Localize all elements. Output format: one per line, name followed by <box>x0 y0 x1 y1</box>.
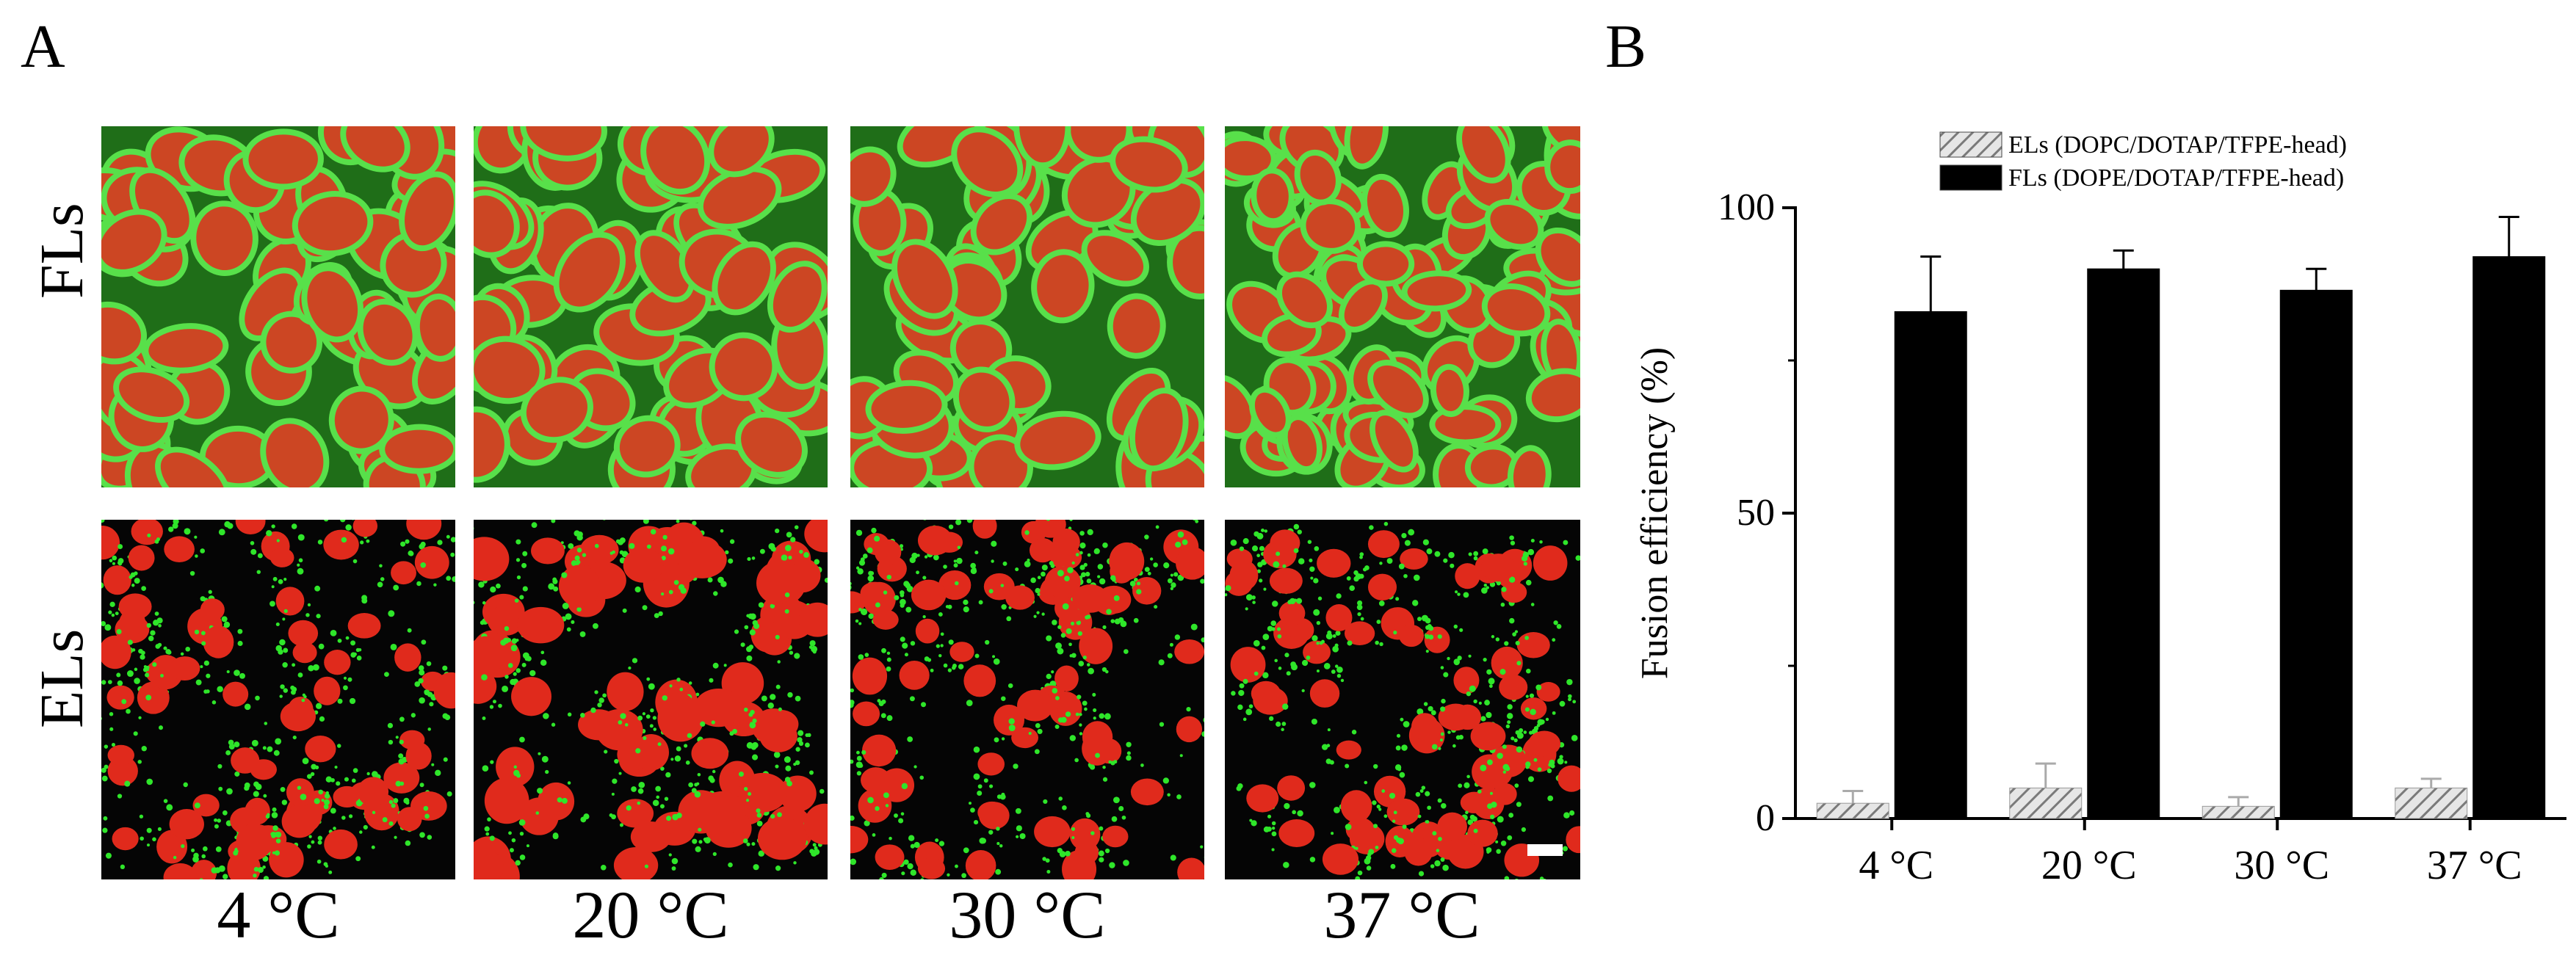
legend-swatch-els <box>1940 132 2002 157</box>
legend-label-els: ELs (DOPC/DOTAP/TFPE-head) <box>2008 131 2347 159</box>
panel-a-letter: A <box>21 16 65 78</box>
micrograph-els-4c <box>101 520 455 879</box>
bar-fls <box>2280 290 2352 819</box>
micrograph-fls-30c <box>850 126 1204 487</box>
y-tick-label: 50 <box>1737 492 1775 534</box>
micrograph-texture <box>850 520 1204 879</box>
column-label-30c: 30 °C <box>850 881 1204 948</box>
bar-els <box>2202 806 2274 819</box>
micrograph-texture <box>850 126 1204 487</box>
y-axis-label: Fusion efficiency (%) <box>1634 347 1676 679</box>
column-label-20c: 20 °C <box>474 881 828 948</box>
column-label-4c: 4 °C <box>101 881 455 948</box>
micrograph-els-37c <box>1225 520 1580 879</box>
panel-b-letter: B <box>1605 16 1646 78</box>
bar-fls <box>2088 269 2160 819</box>
micrograph-texture <box>1225 126 1580 487</box>
x-tick-label: 37 °C <box>2427 843 2522 888</box>
micrograph-texture <box>474 126 828 487</box>
y-tick-label: 100 <box>1718 186 1775 228</box>
chart-svg: ELs (DOPC/DOTAP/TFPE-head) FLs (DOPE/DOTA… <box>1616 110 2576 965</box>
legend-label-fls: FLs (DOPE/DOTAP/TFPE-head) <box>2008 164 2344 192</box>
micrograph-fls-4c <box>101 126 455 487</box>
bar-els <box>2010 788 2082 819</box>
legend-swatch-fls <box>1940 165 2002 190</box>
micrograph-texture <box>474 520 828 879</box>
bar-els <box>1817 803 1889 819</box>
micrograph-fls-20c <box>474 126 828 487</box>
row-label-fls: FLs <box>32 203 93 299</box>
fusion-efficiency-chart: ELs (DOPC/DOTAP/TFPE-head) FLs (DOPE/DOTA… <box>1616 110 2576 965</box>
x-tick-label: 4 °C <box>1859 843 1933 888</box>
column-label-37c: 37 °C <box>1225 881 1579 948</box>
scale-bar <box>1527 844 1563 856</box>
x-tick-label: 30 °C <box>2234 843 2329 888</box>
bar-fls <box>1895 311 1967 819</box>
micrograph-fls-37c <box>1225 126 1580 487</box>
micrograph-texture <box>101 520 455 879</box>
row-label-els: ELs <box>32 633 93 728</box>
micrograph-els-20c <box>474 520 828 879</box>
bar-els <box>2395 788 2467 819</box>
x-tick-label: 20 °C <box>2041 843 2137 888</box>
bar-fls <box>2473 257 2545 819</box>
y-tick-label: 0 <box>1756 797 1775 839</box>
micrograph-texture <box>1225 520 1580 879</box>
micrograph-els-30c <box>850 520 1204 879</box>
micrograph-texture <box>101 126 455 487</box>
chart-legend: ELs (DOPC/DOTAP/TFPE-head) FLs (DOPE/DOTA… <box>1940 131 2347 192</box>
